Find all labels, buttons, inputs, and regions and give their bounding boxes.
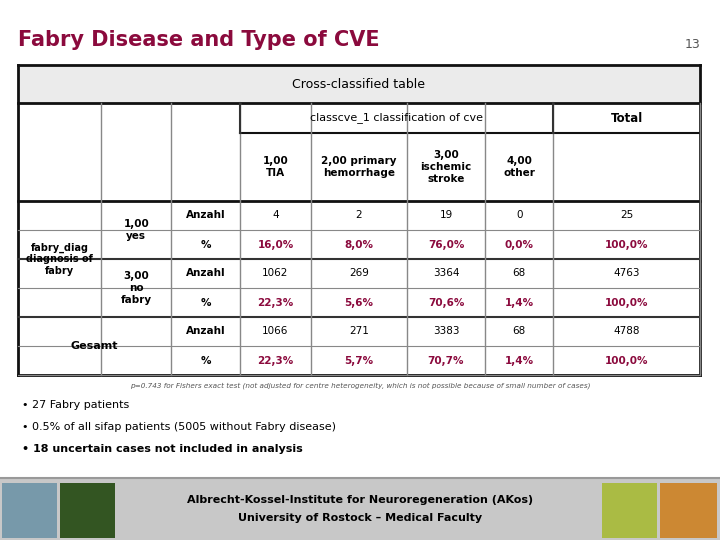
Text: 2: 2: [356, 211, 362, 220]
Text: 1062: 1062: [262, 268, 289, 279]
Text: 2,00 primary
hemorrhage: 2,00 primary hemorrhage: [321, 156, 397, 178]
Text: 271: 271: [349, 327, 369, 336]
Text: fabry_diag
diagnosis of
fabry: fabry_diag diagnosis of fabry: [26, 242, 93, 276]
Bar: [18, 230, 700, 259]
Text: classcve_1 classification of cve: classcve_1 classification of cve: [310, 112, 483, 124]
Text: 5,7%: 5,7%: [344, 355, 374, 366]
Text: 70,6%: 70,6%: [428, 298, 464, 307]
Text: 8,0%: 8,0%: [344, 240, 374, 249]
Text: 68: 68: [513, 268, 526, 279]
Text: 100,0%: 100,0%: [605, 355, 649, 366]
Bar: [0, 478, 720, 540]
Text: Fabry Disease and Type of CVE: Fabry Disease and Type of CVE: [18, 30, 379, 50]
Text: 25: 25: [620, 211, 634, 220]
Text: 1,00
yes: 1,00 yes: [123, 219, 149, 241]
Bar: [18, 259, 700, 288]
Text: 16,0%: 16,0%: [257, 240, 294, 249]
Text: 269: 269: [349, 268, 369, 279]
Text: • 27 Fabry patients: • 27 Fabry patients: [22, 400, 130, 410]
Text: 1,4%: 1,4%: [505, 355, 534, 366]
Text: 4: 4: [272, 211, 279, 220]
Text: Anzahl: Anzahl: [186, 327, 225, 336]
Text: University of Rostock – Medical Faculty: University of Rostock – Medical Faculty: [238, 513, 482, 523]
Text: 5,6%: 5,6%: [344, 298, 374, 307]
Bar: [18, 317, 700, 346]
Text: Total: Total: [611, 111, 643, 125]
Text: 76,0%: 76,0%: [428, 240, 464, 249]
Text: 1,00
TIA: 1,00 TIA: [263, 156, 288, 178]
Bar: [18, 65, 700, 103]
Bar: [18, 103, 700, 133]
Text: 0: 0: [516, 211, 523, 220]
Text: 4763: 4763: [613, 268, 640, 279]
Text: p=0.743 for Fishers exact test (not adjusted for centre heterogeneity, which is : p=0.743 for Fishers exact test (not adju…: [130, 382, 590, 389]
Text: Anzahl: Anzahl: [186, 211, 225, 220]
Text: 0,0%: 0,0%: [505, 240, 534, 249]
Text: • 0.5% of all sifap patients (5005 without Fabry disease): • 0.5% of all sifap patients (5005 witho…: [22, 422, 336, 432]
Text: 3,00
ischemic
stroke: 3,00 ischemic stroke: [420, 151, 472, 184]
Text: 4,00
other: 4,00 other: [503, 156, 535, 178]
Text: 22,3%: 22,3%: [257, 355, 294, 366]
Text: 1,4%: 1,4%: [505, 298, 534, 307]
Text: Albrecht-Kossel-Institute for Neuroregeneration (AKos): Albrecht-Kossel-Institute for Neuroregen…: [187, 495, 533, 505]
Text: 13: 13: [684, 38, 700, 51]
Text: Gesamt: Gesamt: [71, 341, 119, 351]
Bar: [2, 483, 57, 538]
Text: 3,00
no
fabry: 3,00 no fabry: [121, 272, 152, 305]
Text: Cross-classified table: Cross-classified table: [292, 78, 426, 91]
Text: 70,7%: 70,7%: [428, 355, 464, 366]
Text: 19: 19: [439, 211, 453, 220]
Text: 3383: 3383: [433, 327, 459, 336]
Bar: [660, 483, 717, 538]
Text: 3364: 3364: [433, 268, 459, 279]
Bar: [18, 65, 700, 375]
Text: 100,0%: 100,0%: [605, 298, 649, 307]
Text: %: %: [200, 298, 211, 307]
Bar: [602, 483, 657, 538]
Text: 4788: 4788: [613, 327, 640, 336]
Text: 68: 68: [513, 327, 526, 336]
Text: %: %: [200, 240, 211, 249]
Bar: [18, 288, 700, 317]
Text: %: %: [200, 355, 211, 366]
Text: 22,3%: 22,3%: [257, 298, 294, 307]
Text: 1066: 1066: [262, 327, 289, 336]
Bar: [18, 201, 700, 230]
Bar: [18, 133, 700, 201]
Bar: [18, 346, 700, 375]
Text: 100,0%: 100,0%: [605, 240, 649, 249]
Text: Anzahl: Anzahl: [186, 268, 225, 279]
Bar: [60, 483, 115, 538]
Text: • 18 uncertain cases not included in analysis: • 18 uncertain cases not included in ana…: [22, 444, 302, 454]
